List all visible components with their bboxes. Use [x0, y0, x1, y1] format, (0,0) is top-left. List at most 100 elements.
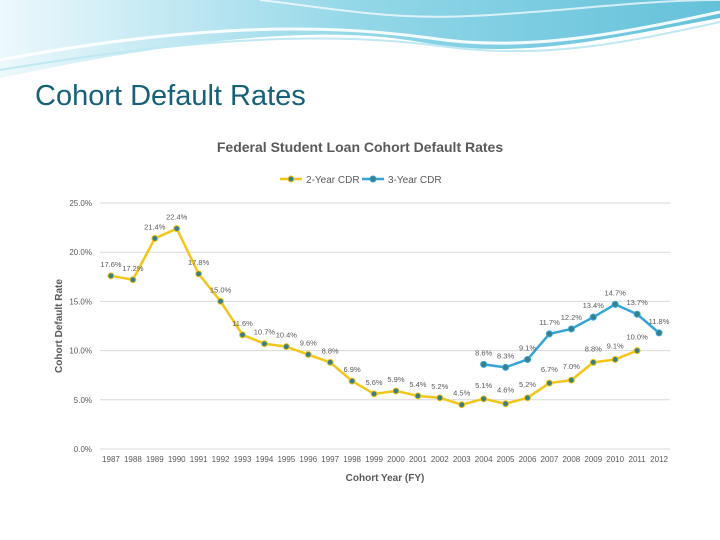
data-point	[326, 358, 334, 366]
x-tick-label: 1999	[365, 455, 383, 464]
y-tick-label: 15.0%	[69, 297, 92, 306]
data-label: 17.8%	[188, 258, 210, 267]
data-label: 7.0%	[563, 362, 580, 371]
data-label: 8.8%	[322, 346, 339, 355]
data-point	[545, 330, 553, 338]
slide-title: Cohort Default Rates	[35, 80, 306, 112]
data-point	[655, 329, 663, 337]
data-label: 11.8%	[649, 317, 670, 326]
data-label: 5.2%	[431, 382, 448, 391]
data-label: 8.8%	[585, 344, 602, 353]
data-label: 5.6%	[365, 378, 382, 387]
data-label: 4.6%	[497, 386, 514, 395]
data-point	[480, 395, 488, 403]
x-tick-label: 2001	[409, 455, 427, 464]
data-point	[348, 377, 356, 385]
x-tick-label: 1993	[234, 455, 252, 464]
legend-3yr-label: 3-Year CDR	[388, 175, 442, 186]
x-tick-label: 1990	[168, 455, 186, 464]
x-tick-label: 1989	[146, 455, 164, 464]
data-label: 8.3%	[497, 351, 514, 360]
y-tick-label: 25.0%	[69, 199, 92, 208]
data-point	[458, 401, 466, 409]
x-tick-label: 2000	[387, 455, 405, 464]
x-tick-label: 1992	[212, 455, 230, 464]
data-point	[502, 400, 510, 408]
data-point	[633, 347, 641, 355]
x-tick-label: 2008	[562, 455, 580, 464]
x-axis-label: Cohort Year (FY)	[346, 473, 425, 484]
y-tick-label: 10.0%	[69, 347, 92, 356]
data-label: 17.6%	[100, 260, 122, 269]
data-label: 5.1%	[475, 381, 492, 390]
x-tick-label: 1997	[321, 455, 339, 464]
y-tick-label: 5.0%	[74, 396, 92, 405]
data-point	[195, 270, 203, 278]
y-tick-label: 0.0%	[74, 445, 92, 454]
data-label: 9.6%	[300, 339, 317, 348]
data-point	[589, 358, 597, 366]
data-point	[304, 351, 312, 359]
legend-2yr-marker	[287, 175, 295, 183]
y-tick-label: 20.0%	[69, 248, 92, 257]
data-point	[589, 313, 597, 321]
data-point	[282, 343, 290, 351]
data-label: 13.4%	[583, 301, 605, 310]
data-label: 5.2%	[519, 380, 536, 389]
data-point	[502, 363, 510, 371]
x-tick-label: 1991	[190, 455, 208, 464]
header-banner	[0, 0, 720, 78]
data-point	[436, 394, 444, 402]
data-label: 6.9%	[344, 365, 361, 374]
data-point	[129, 276, 137, 284]
x-tick-label: 2006	[519, 455, 537, 464]
data-label: 10.7%	[254, 328, 276, 337]
data-label: 9.1%	[607, 341, 624, 350]
data-point	[370, 390, 378, 398]
data-label: 15.0%	[210, 285, 232, 294]
x-tick-label: 2010	[606, 455, 624, 464]
data-label: 4.5%	[453, 389, 470, 398]
data-label: 5.4%	[409, 380, 426, 389]
data-point	[567, 325, 575, 333]
x-tick-label: 1988	[124, 455, 142, 464]
x-tick-label: 2007	[541, 455, 559, 464]
x-tick-label: 1995	[277, 455, 295, 464]
data-point	[611, 300, 619, 308]
x-tick-label: 1994	[256, 455, 274, 464]
data-point	[414, 392, 422, 400]
data-label: 10.0%	[626, 333, 648, 342]
data-point	[107, 272, 115, 280]
data-label: 13.7%	[626, 298, 648, 307]
data-point	[567, 376, 575, 384]
x-tick-label: 2012	[650, 455, 668, 464]
x-tick-label: 2005	[497, 455, 515, 464]
x-tick-label: 2004	[475, 455, 493, 464]
x-tick-label: 1987	[102, 455, 120, 464]
data-point	[545, 379, 553, 387]
data-label: 17.2%	[122, 264, 144, 273]
data-label: 14.7%	[605, 288, 627, 297]
legend-2yr-label: 2-Year CDR	[306, 175, 360, 186]
data-point	[173, 225, 181, 233]
data-label: 11.7%	[539, 318, 560, 327]
data-label: 21.4%	[144, 222, 166, 231]
data-point	[151, 234, 159, 242]
data-point	[239, 331, 246, 339]
data-label: 9.1%	[519, 343, 536, 352]
data-label: 12.2%	[561, 313, 583, 322]
data-label: 6.7%	[541, 365, 558, 374]
data-point	[524, 355, 531, 363]
x-tick-label: 2009	[584, 455, 602, 464]
data-point	[633, 310, 641, 318]
data-label: 10.4%	[276, 331, 298, 340]
legend-3yr-marker	[369, 175, 377, 183]
chart-title: Federal Student Loan Cohort Default Rate…	[217, 139, 503, 155]
x-tick-label: 2003	[453, 455, 471, 464]
data-label: 22.4%	[166, 213, 188, 222]
data-point	[260, 340, 268, 348]
data-point	[524, 394, 531, 402]
x-tick-label: 2011	[629, 455, 647, 464]
data-point	[480, 360, 488, 368]
